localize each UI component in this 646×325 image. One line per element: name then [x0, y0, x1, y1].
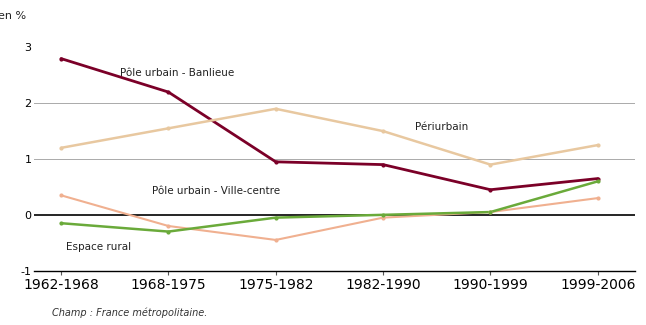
Text: Espace rural: Espace rural: [67, 242, 132, 252]
Text: en %: en %: [0, 11, 26, 21]
Text: Pôle urbain - Banlieue: Pôle urbain - Banlieue: [120, 68, 234, 78]
Text: Périurbain: Périurbain: [415, 122, 468, 132]
Text: Champ : France métropolitaine.: Champ : France métropolitaine.: [52, 308, 207, 318]
Text: Pôle urbain - Ville-centre: Pôle urbain - Ville-centre: [152, 187, 280, 196]
